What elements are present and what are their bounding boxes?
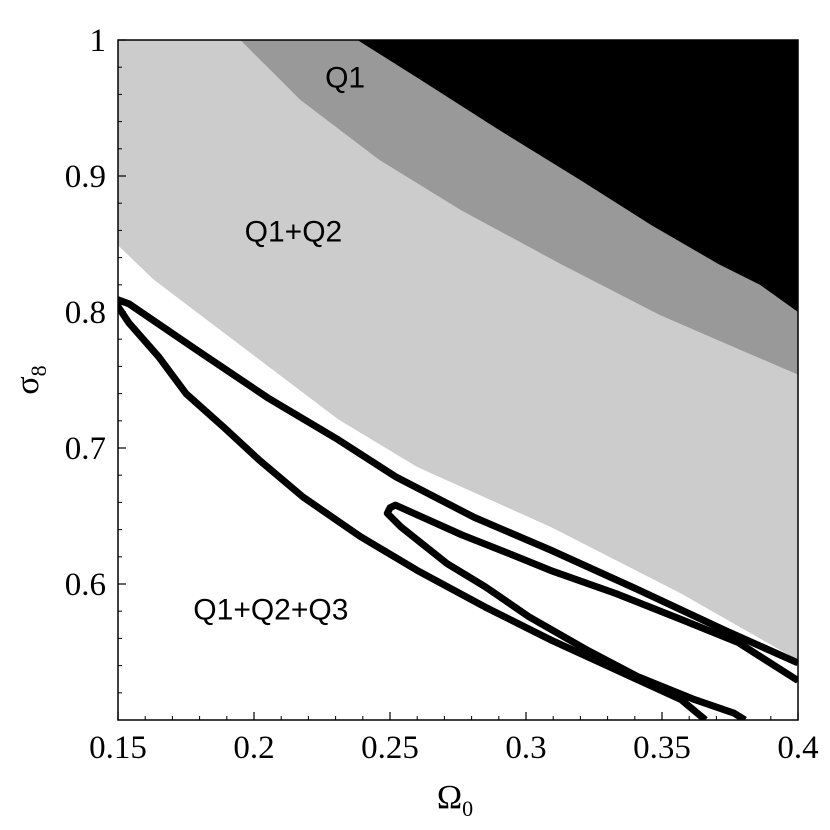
x-tick-label: 0.2 bbox=[233, 730, 274, 766]
x-tick-label: 0.25 bbox=[361, 730, 419, 766]
region-0 bbox=[118, 40, 798, 312]
annotations-layer: Q1 Q1+Q2 Q1+Q2+Q3 bbox=[193, 62, 365, 627]
ticks-layer: 0.15 0.2 0.25 0.3 0.35 0.4 0.6 0.7 0.8 0.9 1 bbox=[65, 23, 819, 766]
y-tick-label: 0.6 bbox=[65, 567, 106, 603]
plot-frame bbox=[117, 39, 799, 721]
x-tick-label: 0.15 bbox=[89, 730, 147, 766]
y-tick-label: 0.8 bbox=[65, 295, 106, 331]
contour-line-0 bbox=[118, 296, 798, 720]
y-tick-label: 0.7 bbox=[65, 431, 106, 467]
x-tick-label: 0.4 bbox=[777, 730, 818, 766]
x-tick-label: 0.35 bbox=[633, 730, 691, 766]
x-axis-label: Ω0 bbox=[437, 779, 473, 821]
y-tick-label: 0.9 bbox=[65, 159, 106, 195]
contour-line-1 bbox=[383, 501, 798, 720]
y-axis-label: σ8 bbox=[9, 365, 51, 394]
annotation-label: Q1+Q2+Q3 bbox=[193, 593, 348, 626]
regions-layer bbox=[118, 40, 798, 661]
y-tick-label: 1 bbox=[90, 23, 107, 59]
x-tick-label: 0.3 bbox=[505, 730, 546, 766]
annotation-label: Q1 bbox=[325, 62, 365, 95]
annotation-label: Q1+Q2 bbox=[245, 215, 343, 248]
contours-layer bbox=[118, 296, 798, 720]
